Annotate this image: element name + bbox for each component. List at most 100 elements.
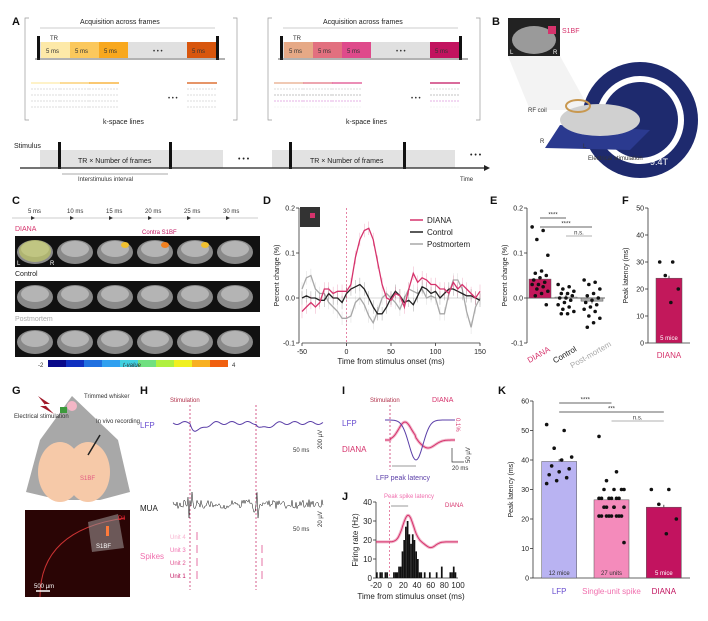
panel-a: A Acquisition across framesTR5 ms 5 ms 5 m… [12,16,490,183]
frame-tick-icon [31,216,35,220]
histogram-bar [424,572,426,578]
mua-label: MUA [140,504,158,513]
data-point [570,455,574,459]
unit-label: Unit 4 [170,535,186,541]
data-point [545,482,549,486]
stimulation-label: Stimulation [370,398,400,404]
data-point [589,305,593,309]
row-label-control: Control [15,271,38,278]
stimulus-marker [169,142,172,169]
data-point [547,473,551,477]
histogram-bar [385,572,387,578]
s1bf-marker [548,26,556,34]
chart-k: 0102030405060Peak latency (ms)12 miceLFP… [508,398,690,597]
data-point [535,238,539,242]
y-tick-label: 20 [363,536,372,545]
y-axis-label: Percent change (%) [274,245,281,307]
lightning-icon [38,396,54,414]
stimulus-label: Stimulus [14,143,41,150]
frame-tick-icon [148,216,152,220]
category-label: LFP [552,587,567,596]
significance-label: n.s. [574,231,584,237]
data-point [676,287,680,291]
legend-label: DIANA [427,216,452,225]
stimulus-marker [403,142,406,169]
data-point [572,310,576,314]
data-point [535,287,539,291]
frame-duration: 5 ms [435,49,448,55]
tr-marker [216,36,219,60]
y-tick-label: -0.1 [511,341,523,348]
data-point [592,292,596,296]
data-point [545,423,549,427]
lfp-label: LFP [140,421,155,430]
histogram-bar [441,567,443,578]
y-tick-label: 0.0 [285,296,295,303]
brain-slice-highlight [221,286,249,302]
histogram-bar [415,551,417,578]
chart-j: 010203040Firing rate (Hz)-20 0 20 40 60 80 100… [351,498,465,601]
significance-label: n.s. [633,416,643,422]
tr-label: TR [50,36,59,42]
data-point [560,458,564,462]
y-tick-label: 10 [521,546,529,553]
histogram-bar [402,551,404,578]
rf-coil-label: RF coil [528,108,547,114]
histogram-bar [455,572,457,578]
chart-d: -0.10.00.10.2Percent change (%)-50 0 50 100… [274,206,486,367]
bar-diana [529,279,551,298]
panel-label-h: H [140,385,148,397]
scale-bar-label: 500 µm [34,584,54,590]
brain-slice-highlight [181,286,209,302]
frame-duration: 5 ms [75,49,88,55]
bar-single-unit-spike [594,500,629,578]
y-tick-label: 50 [521,428,529,435]
diana-label: DIANA [432,397,454,404]
right-label: R [50,261,55,267]
ellipsis: • • • [396,49,406,55]
kspace-label: k-space lines [346,119,387,126]
x-tick-label: 80 [440,581,449,590]
x-tick-label: 150 [474,349,486,356]
panel-label-k: K [498,385,506,397]
colorbar-min: -2 [38,363,44,369]
lfp-scale-voltage: 200 µV [318,430,324,449]
data-point [595,303,599,307]
data-point [552,446,556,450]
data-point [556,283,560,287]
data-point [543,280,547,284]
brain-slice-highlight [61,331,89,347]
data-point [538,276,542,280]
data-point [658,260,662,264]
y-tick-label: 0 [525,576,529,583]
x-tick-label: 0 [345,349,349,356]
stim-label: Electrical stimulation [588,156,643,162]
frame-tick-icon [70,216,74,220]
y-tick-label: 30 [521,487,529,494]
data-point [590,298,594,302]
data-point [533,294,537,298]
bracket [268,18,480,120]
histogram-bar [417,559,419,578]
data-point [597,514,601,518]
projection-cone [508,56,590,110]
data-point [615,497,619,501]
panel-b: B S1BF L R RF coil R L Electrical stimul… [492,16,698,178]
activation-blob [201,242,209,248]
data-point [605,514,609,518]
isi-label: Interstimulus interval [78,177,133,183]
histogram-bar [453,567,455,578]
trimmed-whisker-label: Trimmed whisker [84,394,129,400]
panel-label-g: G [12,385,21,397]
data-point [602,488,606,492]
frame-tick-icon [226,216,230,220]
ellipsis: • • • [470,152,482,159]
stimulus-marker [58,142,61,169]
data-point [593,310,597,314]
colorbar-segment [192,360,210,367]
activation-blob [161,242,169,248]
y-tick-label: 0.1 [513,251,523,258]
y-axis-label: Percent change (%) [502,245,509,307]
x-tick-label: 100 [430,349,442,356]
data-point [544,274,548,278]
